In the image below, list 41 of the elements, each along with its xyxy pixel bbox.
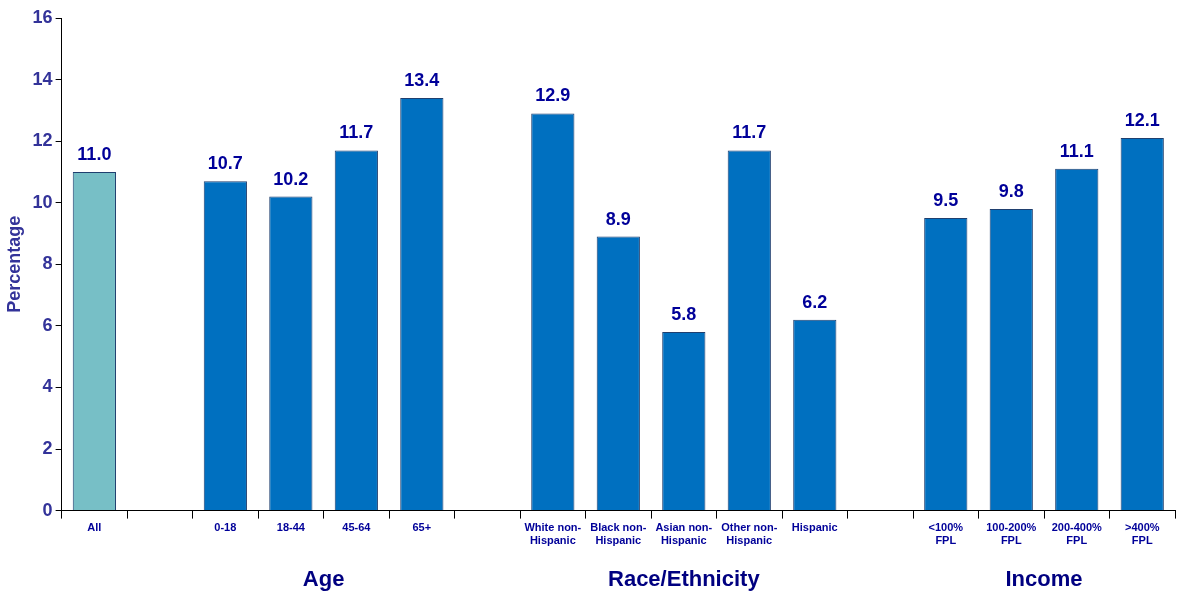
y-tick-label: 0 (42, 499, 53, 520)
y-tick-label: 16 (32, 6, 53, 27)
x-tick-label: 200-400% FPL (1051, 521, 1103, 547)
data-label: 11.0 (77, 143, 112, 164)
x-tick-label: White non-Hispanic (524, 521, 582, 547)
data-label: 13.4 (404, 70, 440, 91)
y-tick-label: 8 (42, 253, 53, 274)
data-label: 10.7 (207, 153, 243, 174)
data-label: 11.1 (1059, 140, 1094, 161)
x-tick-label: Other non-Hispanic (721, 521, 778, 547)
x-tick-label: 65+ (412, 521, 432, 534)
data-label: 12.1 (1124, 110, 1160, 131)
x-tick-label: Asian non-Hispanic (655, 521, 713, 547)
data-label: 5.8 (671, 304, 697, 324)
x-tick-label: 18-44 (276, 521, 306, 534)
x-tick-label: Black non-Hispanic (590, 521, 647, 547)
x-tick-label: 100-200% FPL (986, 521, 1037, 547)
text: Race/Ethnicity (608, 566, 761, 592)
data-label: 6.2 (802, 291, 828, 312)
data-label: 10.2 (273, 168, 309, 189)
x-tick-label: 45-64 (342, 521, 372, 534)
y-tick-label: 10 (32, 191, 53, 212)
y-axis-title: Percentage (3, 215, 24, 313)
y-tick-label: 14 (32, 68, 53, 89)
data-label: 11.7 (732, 122, 767, 143)
x-tick-label: <100% FPL (928, 521, 964, 547)
data-label: 9.8 (998, 180, 1024, 201)
x-tick-label: 0-18 (214, 521, 237, 534)
data-label: 8.9 (605, 208, 631, 229)
y-tick-label: 2 (42, 437, 53, 458)
y-tick-label: 6 (42, 314, 53, 335)
text: Income (1005, 566, 1083, 592)
text: Age (302, 566, 345, 592)
y-tick-label: 12 (32, 130, 53, 151)
y-tick-label: 4 (42, 376, 53, 397)
x-tick-label: All (87, 521, 102, 534)
data-label: 9.5 (933, 190, 959, 211)
x-tick-label: >400% FPL (1124, 521, 1160, 547)
data-label: 11.7 (339, 122, 374, 143)
data-label: 12.9 (535, 85, 571, 106)
x-tick-label: Hispanic (791, 521, 838, 534)
